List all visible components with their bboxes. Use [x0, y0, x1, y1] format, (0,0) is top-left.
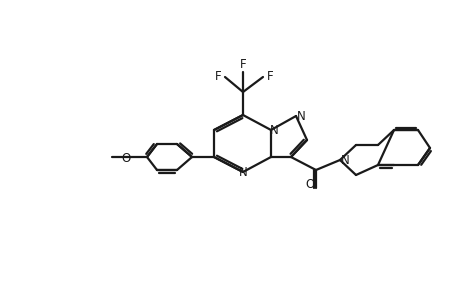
Text: F: F — [215, 69, 221, 82]
Text: N: N — [270, 124, 278, 137]
Text: O: O — [121, 152, 131, 165]
Text: N: N — [297, 111, 306, 124]
Text: F: F — [240, 57, 246, 70]
Text: F: F — [267, 69, 273, 82]
Text: O: O — [306, 178, 314, 191]
Text: N: N — [341, 155, 350, 168]
Text: N: N — [239, 166, 248, 179]
